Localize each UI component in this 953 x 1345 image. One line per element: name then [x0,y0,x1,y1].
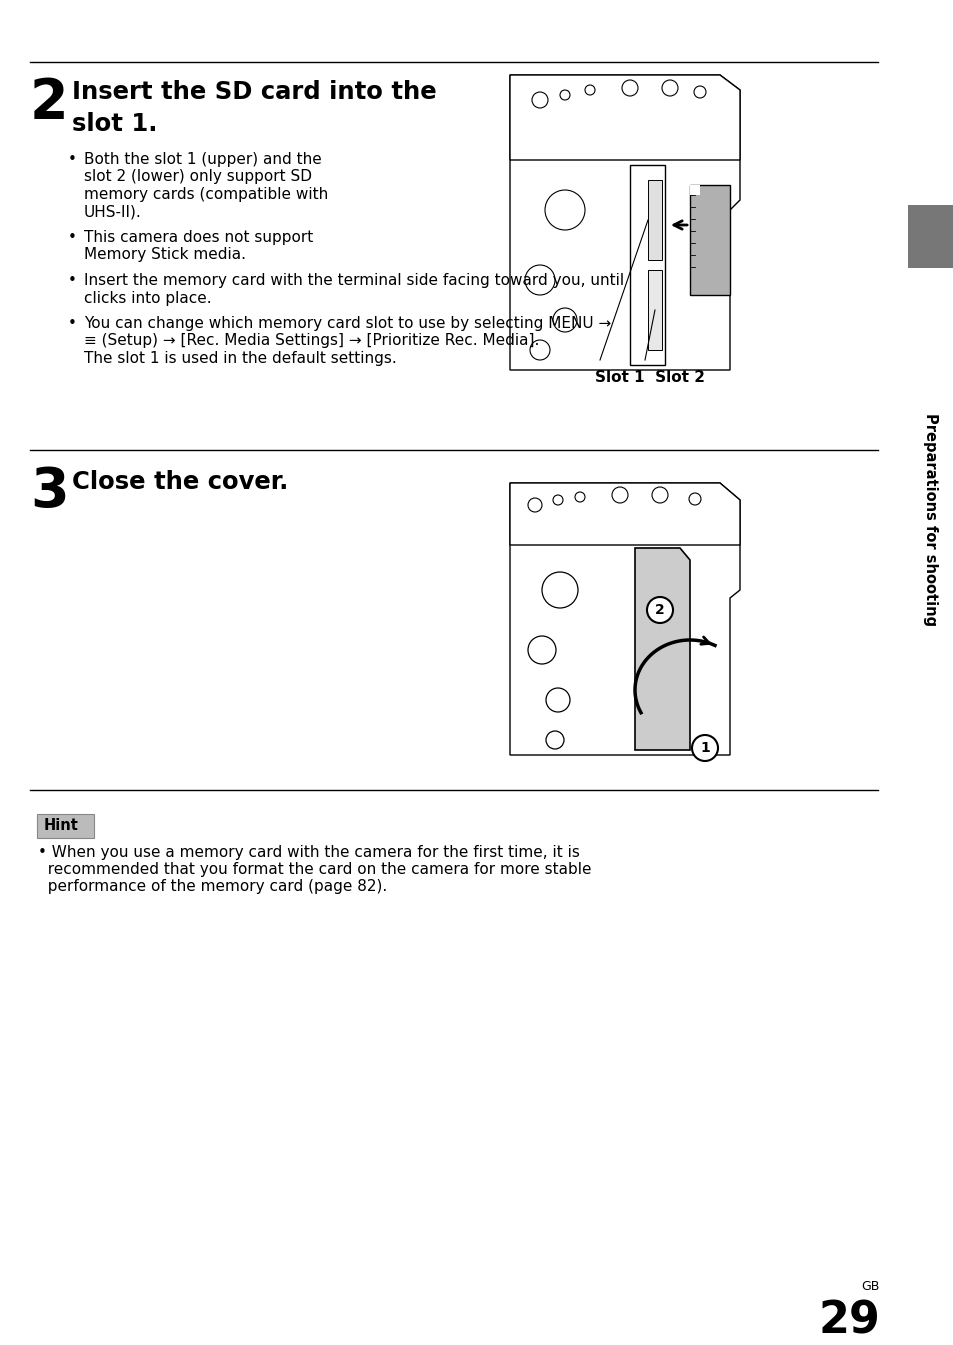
Text: •: • [68,273,77,288]
Polygon shape [647,180,661,260]
Text: Hint: Hint [44,819,79,834]
Text: memory cards (compatible with: memory cards (compatible with [84,187,328,202]
Text: Both the slot 1 (upper) and the: Both the slot 1 (upper) and the [84,152,321,167]
Polygon shape [629,165,664,364]
Polygon shape [510,483,740,545]
Circle shape [691,734,718,761]
Text: 3: 3 [30,465,69,519]
Circle shape [646,597,672,623]
Text: •: • [68,152,77,167]
FancyBboxPatch shape [37,814,94,838]
Text: Insert the SD card into the: Insert the SD card into the [71,79,436,104]
Text: • When you use a memory card with the camera for the first time, it is: • When you use a memory card with the ca… [38,845,579,859]
Text: Insert the memory card with the terminal side facing toward you, until it: Insert the memory card with the terminal… [84,273,639,288]
Text: •: • [68,230,77,245]
Text: Memory Stick media.: Memory Stick media. [84,247,246,262]
Text: Close the cover.: Close the cover. [71,469,288,494]
Text: performance of the memory card (page 82).: performance of the memory card (page 82)… [38,880,387,894]
Polygon shape [510,483,740,755]
Text: ≡ (Setup) → [Rec. Media Settings] → [Prioritize Rec. Media].: ≡ (Setup) → [Rec. Media Settings] → [Pri… [84,334,538,348]
Text: slot 1.: slot 1. [71,112,157,136]
Text: Slot 1  Slot 2: Slot 1 Slot 2 [595,370,704,385]
Text: 29: 29 [818,1301,879,1344]
Text: This camera does not support: This camera does not support [84,230,313,245]
Polygon shape [635,547,689,751]
Text: •: • [68,316,77,331]
Bar [907,204,953,268]
Polygon shape [689,186,700,195]
Text: slot 2 (lower) only support SD: slot 2 (lower) only support SD [84,169,312,184]
Text: UHS-II).: UHS-II). [84,204,142,219]
Polygon shape [647,270,661,350]
Text: clicks into place.: clicks into place. [84,291,212,305]
Text: 1: 1 [700,741,709,755]
Polygon shape [689,186,729,295]
Text: You can change which memory card slot to use by selecting MENU →: You can change which memory card slot to… [84,316,611,331]
Text: Preparations for shooting: Preparations for shooting [923,413,938,627]
Text: 2: 2 [655,603,664,617]
Polygon shape [510,75,740,370]
Text: 2: 2 [30,77,69,130]
Text: recommended that you format the card on the camera for more stable: recommended that you format the card on … [38,862,591,877]
Polygon shape [510,75,740,160]
Text: The slot 1 is used in the default settings.: The slot 1 is used in the default settin… [84,351,396,366]
Text: GB: GB [861,1280,879,1293]
